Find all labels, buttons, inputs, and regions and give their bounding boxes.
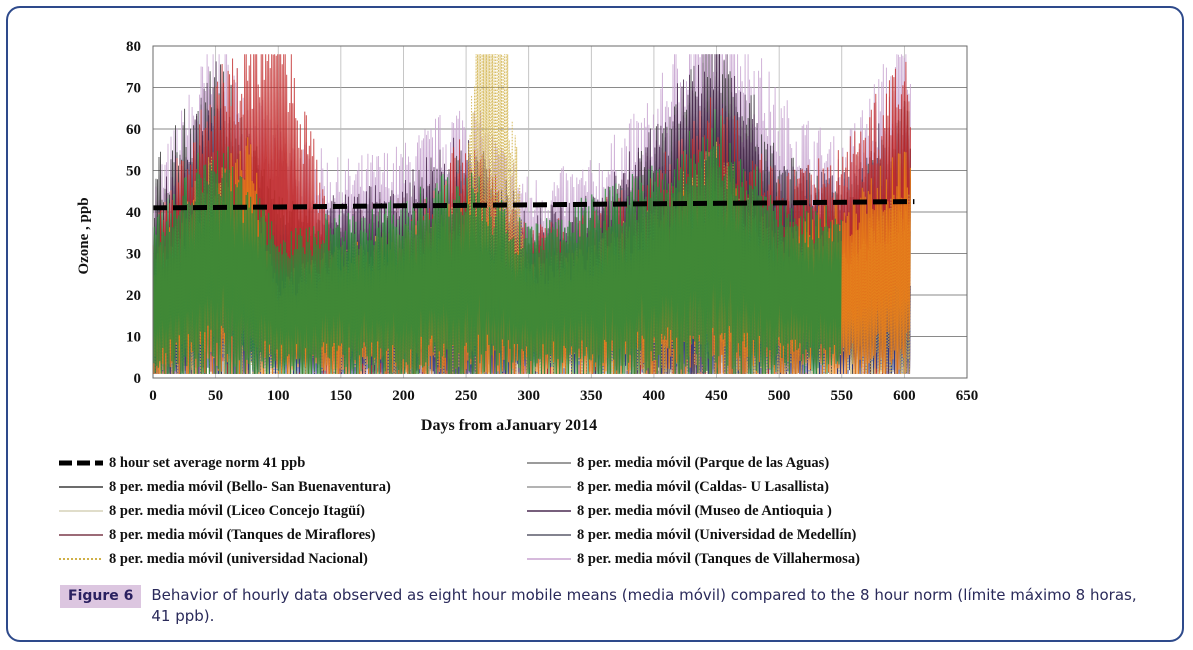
legend-label: 8 per. media móvil (universidad Nacional… bbox=[109, 550, 368, 567]
legend-swatch bbox=[59, 486, 103, 488]
y-tick-label: 30 bbox=[126, 247, 141, 263]
legend-label: 8 per. media móvil (Bello- San Buenavent… bbox=[109, 478, 391, 495]
x-tick-label: 300 bbox=[517, 388, 540, 404]
legend-item: 8 hour set average norm 41 ppb bbox=[55, 452, 305, 474]
legend-swatch bbox=[59, 558, 103, 560]
x-tick-label: 550 bbox=[831, 388, 854, 404]
figure-caption-text: Behavior of hourly data observed as eigh… bbox=[151, 586, 1137, 625]
legend-swatch bbox=[59, 510, 103, 512]
y-tick-label: 70 bbox=[126, 81, 141, 97]
x-tick-label: 0 bbox=[149, 388, 157, 404]
legend-item: 8 per. media móvil (Museo de Antioquia ) bbox=[523, 500, 832, 522]
x-tick-label: 50 bbox=[208, 388, 223, 404]
x-tick-label: 150 bbox=[330, 388, 353, 404]
legend-item: 8 per. media móvil (Tanques de Miraflore… bbox=[55, 524, 376, 546]
legend-swatch bbox=[527, 462, 571, 464]
legend-swatch bbox=[527, 558, 571, 560]
y-tick-label: 80 bbox=[126, 39, 141, 55]
y-tick-label: 50 bbox=[126, 164, 141, 180]
figure-tag: Figure 6 bbox=[60, 585, 142, 608]
x-axis-label: Days from aJanuary 2014 bbox=[421, 417, 597, 434]
chart-axes bbox=[152, 45, 968, 379]
y-axis-label: Ozone , ppb bbox=[76, 197, 92, 274]
legend-item: 8 per. media móvil (Parque de las Aguas) bbox=[523, 452, 829, 474]
x-tick-labels: 0 50 100 150 200 250 300 350 400 450 500 550 600 650 bbox=[149, 388, 978, 404]
series-layer bbox=[152, 54, 911, 374]
plot-area-border bbox=[152, 45, 968, 379]
y-tick-label: 60 bbox=[126, 122, 141, 138]
x-tick-label: 100 bbox=[267, 388, 290, 404]
legend-label: 8 per. media móvil (Universidad de Medel… bbox=[577, 526, 857, 543]
legend-label: 8 per. media móvil (Tanques de Villaherm… bbox=[577, 550, 860, 567]
norm-line bbox=[152, 199, 915, 211]
x-tick-label: 450 bbox=[705, 388, 728, 404]
y-tick-label: 40 bbox=[126, 205, 141, 221]
legend-item: 8 per. media móvil (universidad Nacional… bbox=[55, 548, 368, 570]
legend-label: 8 per. media móvil (Parque de las Aguas) bbox=[577, 454, 830, 471]
y-tick-labels: 0 10 20 30 40 50 60 70 80 bbox=[126, 39, 141, 387]
legend-item: 8 per. media móvil (Bello- San Buenavent… bbox=[55, 476, 391, 498]
x-tick-label: 400 bbox=[643, 388, 666, 404]
y-tick-label: 0 bbox=[134, 371, 142, 387]
figure-caption: Figure 6 Behavior of hourly data observe… bbox=[60, 585, 1150, 627]
legend-swatch bbox=[59, 534, 103, 536]
legend-label: 8 per. media móvil (Museo de Antioquia ) bbox=[577, 502, 832, 519]
legend-swatch bbox=[59, 460, 103, 466]
x-tick-label: 600 bbox=[893, 388, 916, 404]
legend-swatch bbox=[527, 486, 571, 488]
legend-item: 8 per. media móvil (Liceo Concejo Itagüí… bbox=[55, 500, 365, 522]
chart-legend: 8 hour set average norm 41 ppb 8 per. med… bbox=[55, 452, 1035, 572]
y-tick-label: 20 bbox=[126, 288, 141, 304]
x-tick-label: 500 bbox=[768, 388, 791, 404]
legend-label: 8 hour set average norm 41 ppb bbox=[109, 454, 306, 471]
x-tick-label: 250 bbox=[455, 388, 478, 404]
legend-item: 8 per. media móvil (Caldas- U Lasallista… bbox=[523, 476, 829, 498]
legend-label: 8 per. media móvil (Liceo Concejo Itagüí… bbox=[109, 502, 366, 519]
legend-item: 8 per. media móvil (Tanques de Villaherm… bbox=[523, 548, 860, 570]
y-tick-label: 10 bbox=[126, 330, 141, 346]
legend-swatch bbox=[527, 534, 571, 536]
x-tick-label: 350 bbox=[580, 388, 603, 404]
ozone-line-chart: 0 10 20 30 40 50 60 70 80 0 50 100 150 200 250 300 350 4… bbox=[76, 39, 978, 434]
legend-swatch bbox=[527, 510, 571, 512]
x-tick-label: 650 bbox=[956, 388, 979, 404]
legend-label: 8 per. media móvil (Tanques de Miraflore… bbox=[109, 526, 376, 543]
legend-item: 8 per. media móvil (Universidad de Medel… bbox=[523, 524, 856, 546]
norm-layer bbox=[152, 199, 915, 211]
x-tick-label: 200 bbox=[392, 388, 415, 404]
legend-label: 8 per. media móvil (Caldas- U Lasallista… bbox=[577, 478, 830, 495]
